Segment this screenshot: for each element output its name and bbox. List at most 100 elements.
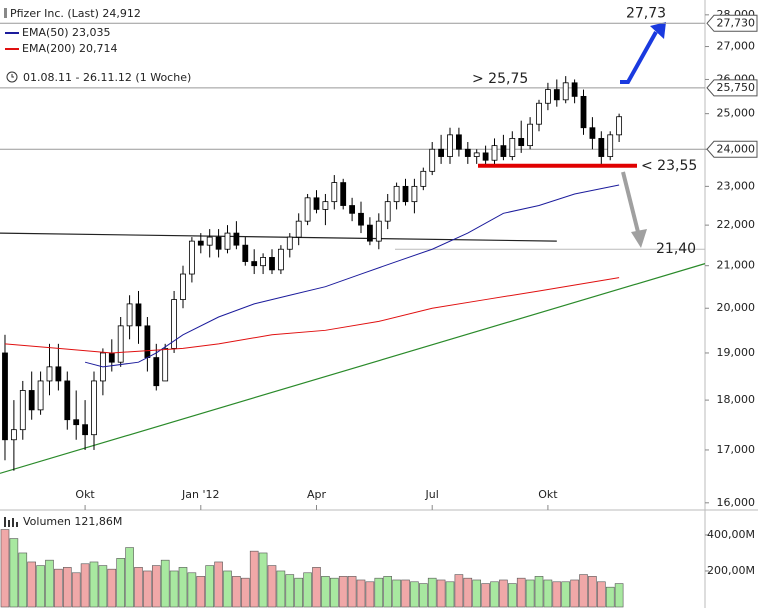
volume-bar [543,579,553,608]
candle-body [19,390,26,431]
candle-body [55,366,62,382]
volume-bar [383,576,393,608]
candle-body [64,380,71,421]
volume-bar [329,577,339,608]
volume-title: Volumen 121,86M [23,515,122,528]
volume-bar [436,579,446,608]
chart-title: Pfizer Inc. (Last) 24,912 [10,7,141,20]
candle-body [438,148,445,157]
candle-body [367,224,373,242]
volume-bar [579,574,588,608]
down-arrowhead [631,229,647,248]
candle-body [73,419,80,426]
candle-body [411,185,418,203]
candle-body [260,257,266,267]
volume-bar [232,576,241,608]
legend-entry: EMA(200) 20,714 [22,42,118,55]
volume-bar [240,577,250,608]
volume-bar [249,550,259,608]
candle-body [464,148,471,157]
candle-body [456,134,462,150]
volume-bar [570,579,579,608]
volume-bar [303,572,312,608]
candle-body [393,185,400,203]
candle-body [580,95,587,129]
header-icon [4,8,7,18]
legend-entry: EMA(50) 23,035 [22,26,111,39]
candle-body [37,380,44,411]
volume-bar [365,581,375,608]
candle-body [295,220,302,238]
candle-body [553,89,560,101]
volume-bar [597,581,606,608]
volume-bar [116,558,125,608]
candle-body [135,303,142,327]
volume-bar [312,567,321,608]
annotation: 27,73 [626,5,666,21]
candle-body [518,138,525,147]
volume-bar [472,579,482,608]
level-box [706,140,758,158]
y-tick-label: 16,000 [717,496,756,509]
candle-body [251,261,258,267]
volume-bar [605,586,615,608]
volume-bar [499,579,508,608]
candle-body [224,232,231,250]
x-tick-label: Jul [425,488,439,501]
volume-bar [196,576,206,608]
volume-tick-label: 400,00M [707,528,755,541]
volume-bar [107,568,117,608]
level-label: 27,730 [717,16,756,29]
candle-body [46,366,53,382]
candle-body [384,201,391,222]
ema-line [4,277,620,354]
volume-bar [614,583,624,608]
volume-bar [134,567,143,608]
down-arrow [621,171,640,233]
volume-bar [89,561,99,608]
candle-body [153,357,160,387]
volume-bar [143,570,152,608]
volume-bar [160,559,170,608]
candle-body [10,429,17,441]
candle-body [304,197,311,222]
candle-body [331,182,338,203]
volume-bar [276,570,286,608]
volume-bar [62,567,72,608]
candle-body [571,82,578,97]
level-box [706,79,758,97]
candle-body [126,303,133,327]
candle-body [180,273,186,300]
volume-bar [481,583,490,608]
y-tick-label: 20,000 [717,301,756,314]
volume-bar [71,572,81,608]
volume-bar [525,579,535,608]
candle-body [171,299,177,349]
clock-icon [11,74,14,78]
volume-bar [258,552,268,608]
candle-body [358,212,364,226]
volume-bar [516,577,526,608]
candle-body [589,127,596,139]
candle-body [269,257,275,271]
candle-body [375,220,382,242]
x-tick-label: Okt [538,488,558,501]
annotation: < 23,55 [641,158,697,174]
volume-bar [410,581,419,608]
volume-bar [588,576,597,608]
candle-body [82,424,88,436]
candle-body [286,236,293,250]
candle-body [144,325,151,358]
volume-bar [374,577,384,608]
candle-body [420,170,427,187]
x-tick-label: Apr [307,488,327,501]
volume-bar [419,583,428,608]
volume-bar [552,581,562,608]
candle-body [482,152,489,161]
volume-bar [401,579,410,608]
candle-body [91,380,97,436]
candle-body [188,240,195,275]
candle-body [473,152,480,157]
x-tick-label: Okt [75,488,95,501]
candle-body [206,236,213,246]
